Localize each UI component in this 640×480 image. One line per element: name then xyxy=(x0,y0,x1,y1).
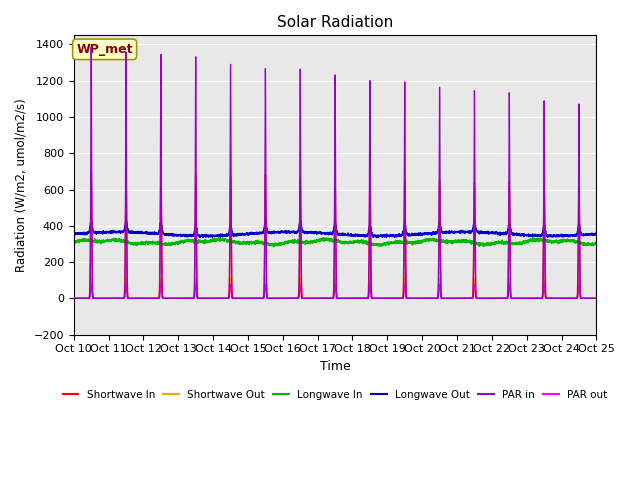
Title: Solar Radiation: Solar Radiation xyxy=(277,15,393,30)
Text: WP_met: WP_met xyxy=(76,43,133,56)
Legend: Shortwave In, Shortwave Out, Longwave In, Longwave Out, PAR in, PAR out: Shortwave In, Shortwave Out, Longwave In… xyxy=(58,386,612,404)
Y-axis label: Radiation (W/m2, umol/m2/s): Radiation (W/m2, umol/m2/s) xyxy=(15,98,28,272)
X-axis label: Time: Time xyxy=(320,360,351,373)
